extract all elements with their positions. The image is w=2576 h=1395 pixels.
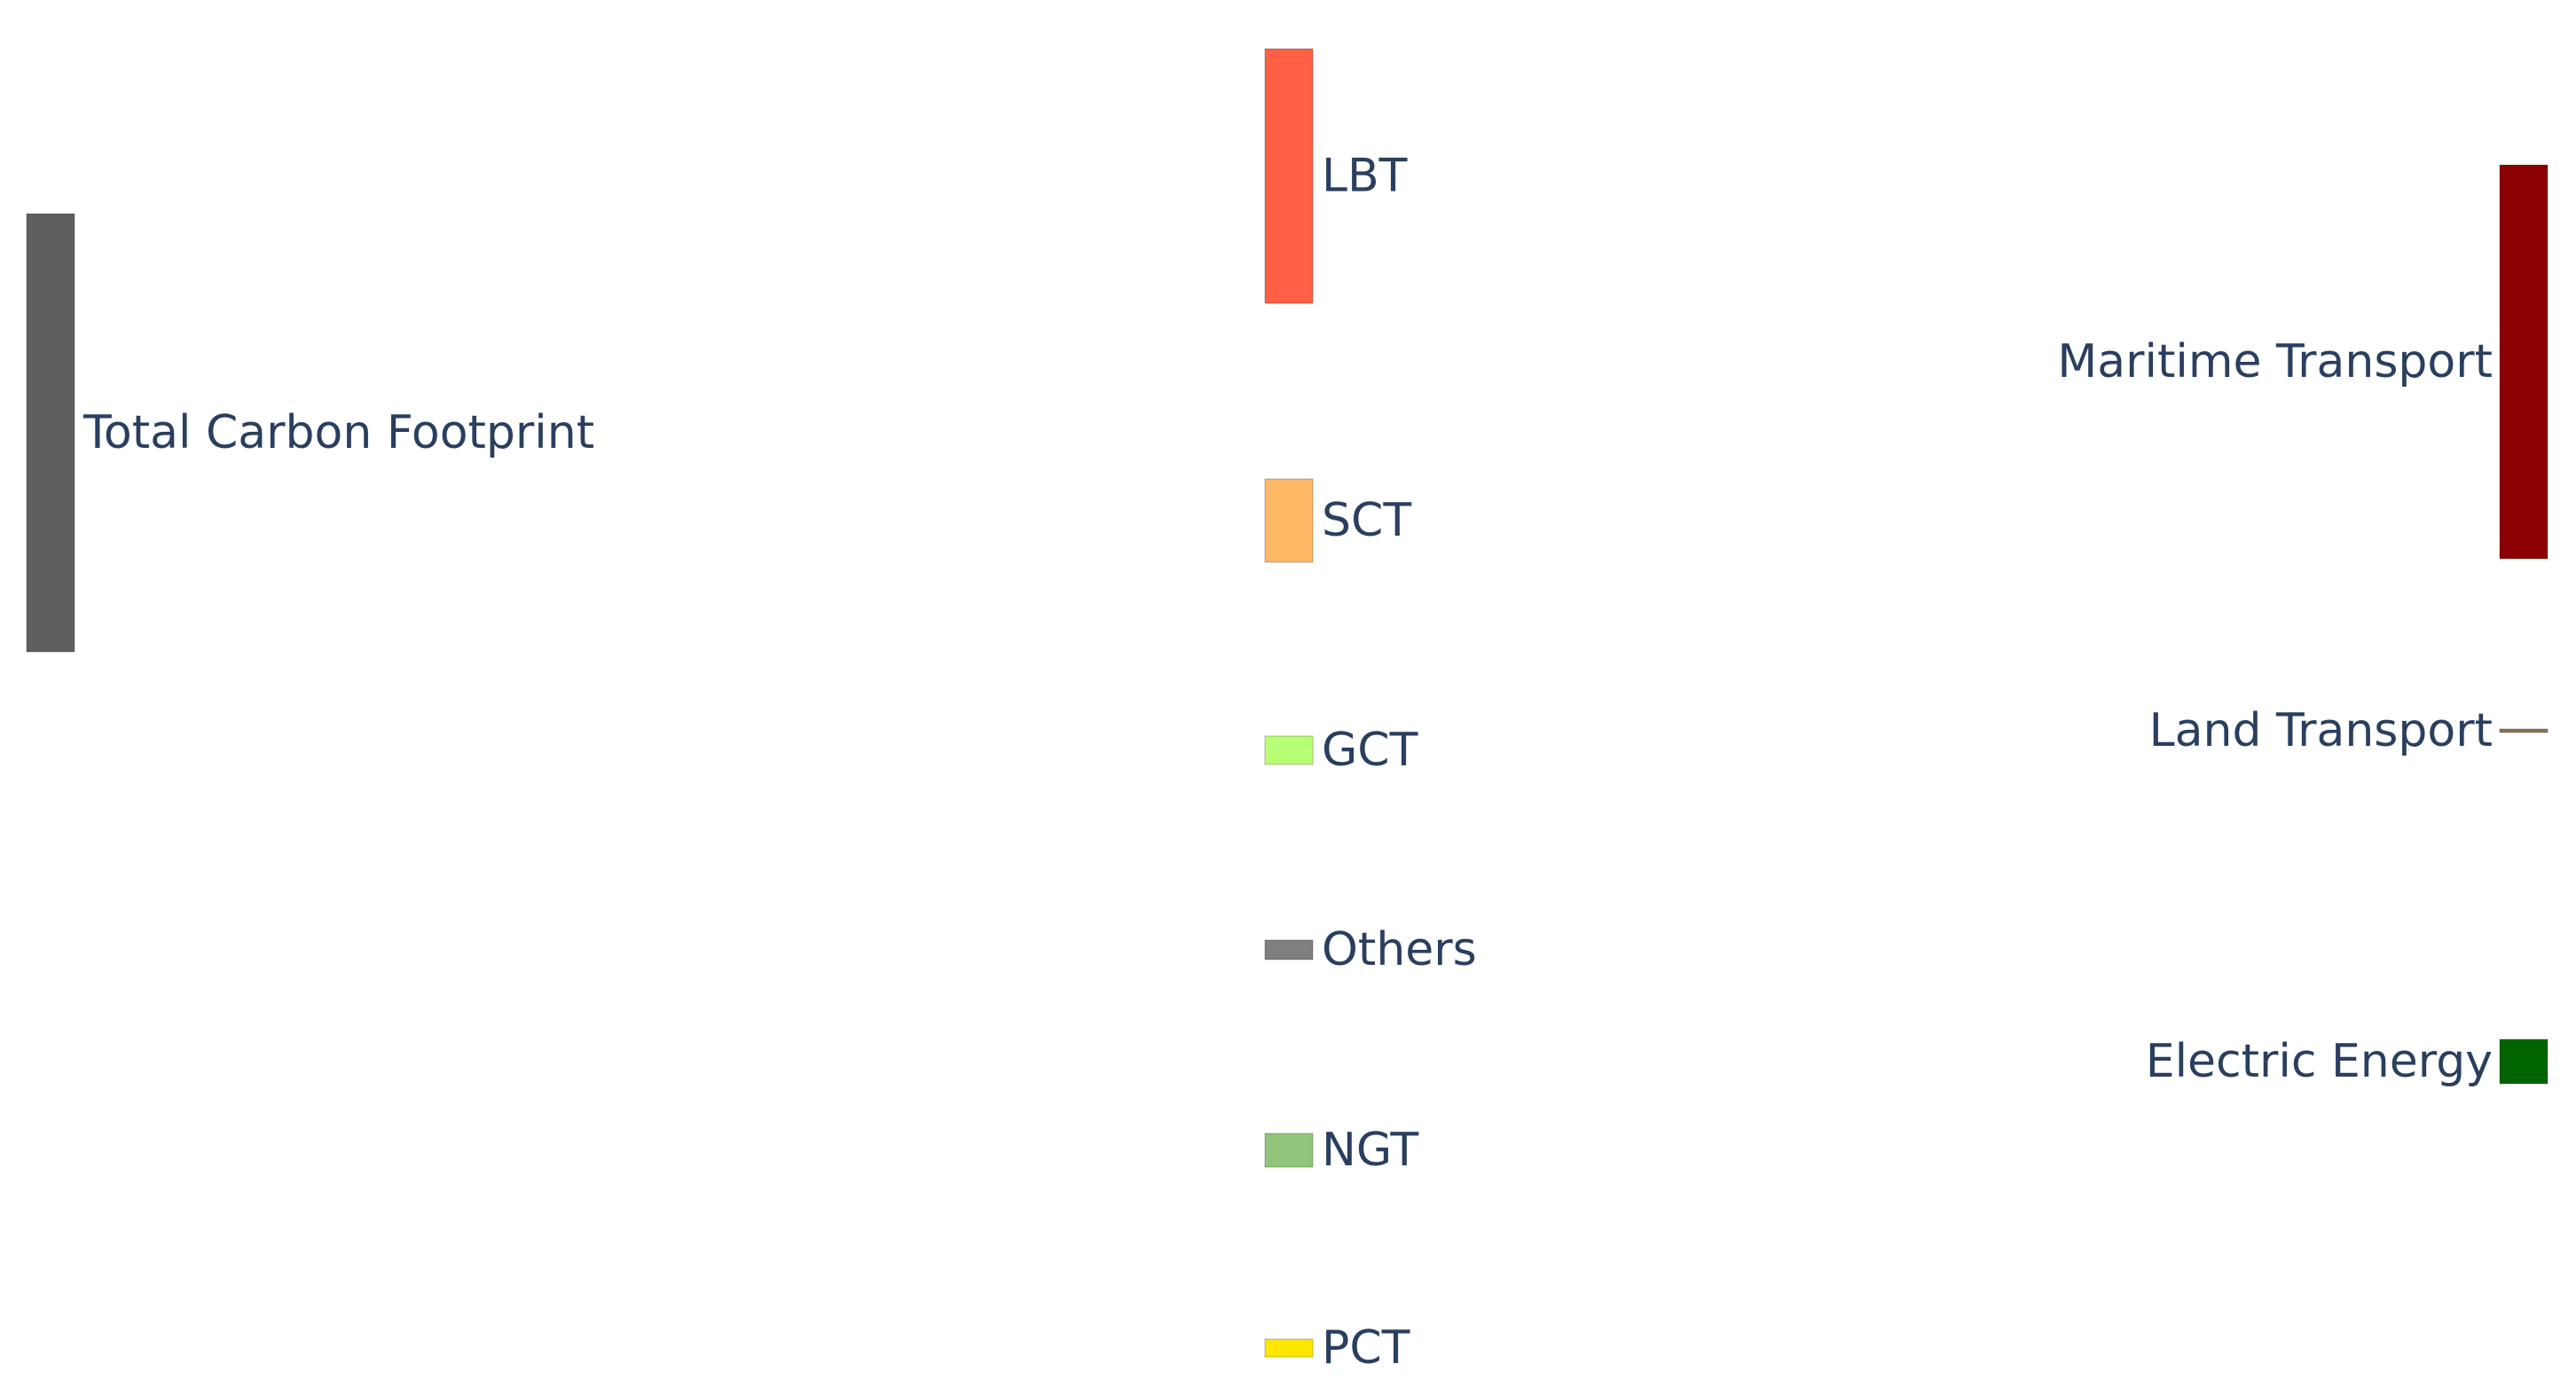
link-total-to-sct [75, 466, 1265, 562]
node-gct [1264, 735, 1314, 765]
node-ngt [1264, 1132, 1314, 1168]
node-label-others: Others [1322, 923, 1477, 976]
node-sct [1264, 478, 1314, 563]
node-label-pct: PCT [1322, 1321, 1410, 1375]
node-pct [1264, 1338, 1314, 1358]
link-total-to-pct [75, 634, 1265, 1357]
link-total-to-lbt [75, 49, 1265, 466]
link-total-to-ngt [75, 601, 1265, 1167]
node-label-maritime: Maritime Transport [2057, 335, 2493, 388]
link-gct-to-electric [1313, 763, 2500, 1050]
node-electric [2499, 1038, 2549, 1085]
link-sct-to-electric [1313, 557, 2500, 1046]
nodes-layer [26, 48, 2549, 1358]
labels-layer: Total Carbon Footprint LBT SCT GCT Others NGT… [82, 148, 2494, 1376]
node-land [2499, 728, 2549, 733]
node-label-gct: GCT [1322, 724, 1418, 777]
link-sct-to-maritime [1313, 427, 2500, 555]
node-others [1264, 939, 1314, 960]
node-total [26, 213, 75, 653]
link-total-to-others [75, 582, 1265, 960]
node-maritime [2499, 164, 2549, 560]
node-label-total: Total Carbon Footprint [82, 406, 594, 459]
link-pct-to-electric [1313, 1075, 2500, 1357]
node-label-electric: Electric Energy [2146, 1035, 2493, 1088]
node-label-sct: SCT [1322, 494, 1411, 547]
node-lbt [1264, 48, 1314, 304]
link-pct-to-maritime [1313, 556, 2500, 1343]
node-label-ngt: NGT [1322, 1124, 1418, 1177]
node-label-land: Land Transport [2149, 704, 2493, 757]
link-lbt-to-electric [1313, 301, 2500, 1042]
link-total-to-gct [75, 552, 1265, 764]
node-label-lbt: LBT [1322, 150, 1408, 203]
